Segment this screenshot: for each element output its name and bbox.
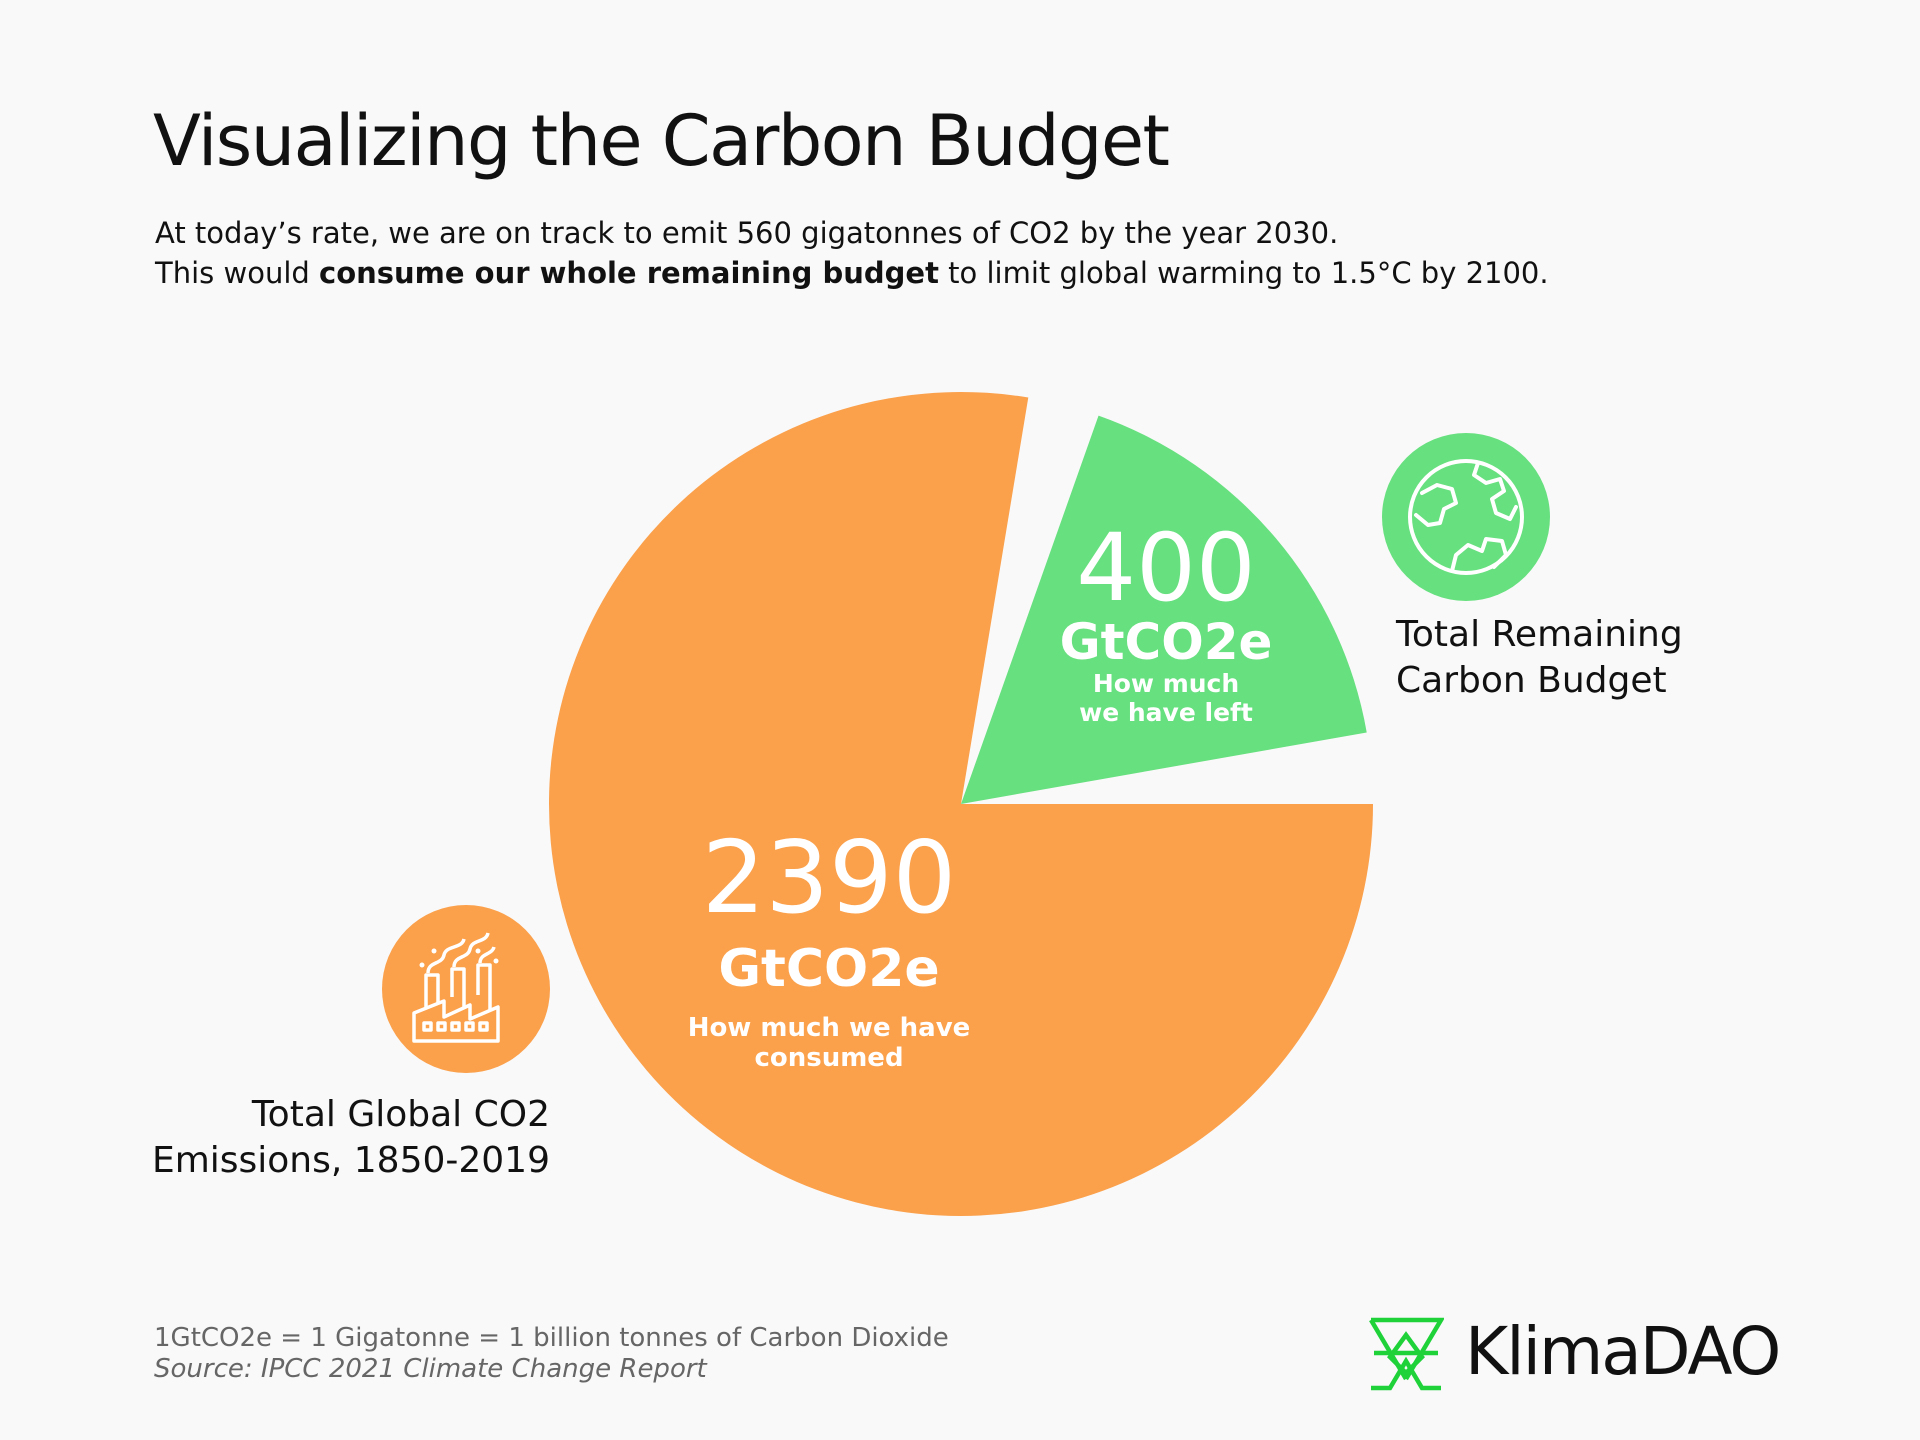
footnote-unit: 1GtCO2e = 1 Gigatonne = 1 billion tonnes… xyxy=(154,1323,949,1353)
remaining-value: 400 xyxy=(1076,514,1256,623)
globe-icon xyxy=(1382,433,1550,601)
remaining-caption-1: How much xyxy=(1092,669,1240,698)
brand-name: KlimaDAO xyxy=(1465,1313,1781,1390)
subtitle-pre: This would xyxy=(155,256,320,290)
factory-icon xyxy=(382,905,550,1073)
pie-slice-consumed xyxy=(549,392,1373,1216)
remaining-caption-2: we have left xyxy=(1079,698,1253,727)
page-title: Visualizing the Carbon Budget xyxy=(153,100,1170,182)
klimadao-logo-icon xyxy=(1369,1317,1444,1391)
remaining-label-2: Carbon Budget xyxy=(1396,660,1667,701)
remaining-label-1: Total Remaining xyxy=(1396,614,1683,655)
subtitle-bold: consume our whole remaining budget xyxy=(319,256,939,290)
subtitle-post: to limit global warming to 1.5°C by 2100… xyxy=(938,256,1549,290)
consumed-value: 2390 xyxy=(701,819,957,936)
emissions-label-1: Total Global CO2 xyxy=(251,1094,550,1135)
subtitle-line-1: At today’s rate, we are on track to emit… xyxy=(155,216,1339,250)
remaining-unit: GtCO2e xyxy=(1059,613,1273,671)
emissions-label-2: Emissions, 1850-2019 xyxy=(151,1140,550,1181)
consumed-caption-1: How much we have xyxy=(687,1013,971,1043)
consumed-caption-2: consumed xyxy=(754,1043,904,1073)
subtitle-line-2: This would consume our whole remaining b… xyxy=(155,256,1549,290)
footnote-source: Source: IPCC 2021 Climate Change Report xyxy=(154,1354,707,1384)
pie-slice-remaining xyxy=(961,415,1367,804)
consumed-unit: GtCO2e xyxy=(718,939,940,999)
